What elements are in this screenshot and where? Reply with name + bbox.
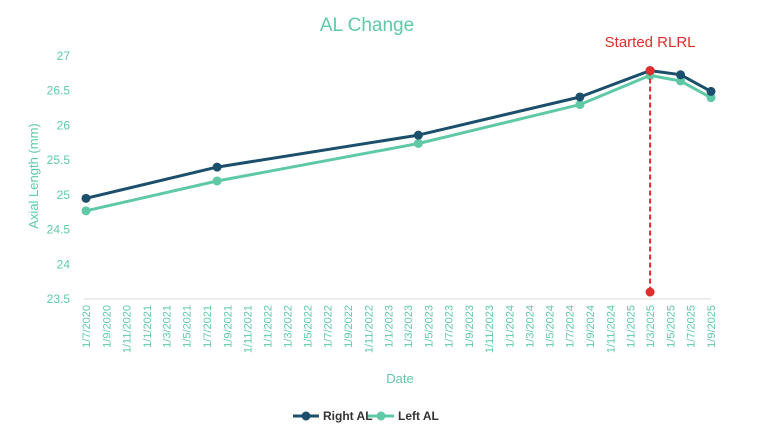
x-tick-label: 1/1/2021 [142, 305, 154, 348]
x-tick-label: 1/9/2025 [706, 305, 718, 348]
legend-label: Right AL [323, 409, 373, 423]
x-tick-label: 1/7/2024 [565, 305, 577, 348]
x-tick-label: 1/3/2023 [403, 305, 415, 348]
x-tick-label: 1/11/2022 [363, 305, 375, 353]
chart-title: AL Change [320, 15, 414, 36]
x-tick-label: 1/9/2023 [464, 305, 476, 348]
x-tick-label: 1/11/2024 [605, 305, 617, 353]
x-tick-label: 1/9/2024 [585, 305, 597, 348]
data-point [676, 70, 686, 80]
legend-swatch-marker [301, 411, 311, 421]
x-tick-label: 1/9/2020 [102, 305, 114, 348]
x-tick-label: 1/5/2021 [182, 305, 194, 348]
data-point [212, 162, 222, 172]
series-layer [81, 66, 716, 216]
x-tick-label: 1/3/2022 [282, 305, 294, 348]
x-tick-label: 1/7/2023 [443, 305, 455, 348]
legend-swatch-marker [376, 411, 386, 421]
x-tick-label: 1/9/2021 [222, 305, 234, 348]
x-tick-label: 1/3/2025 [645, 305, 657, 348]
x-tick-label: 1/3/2021 [161, 305, 173, 348]
x-tick-label: 1/7/2021 [202, 305, 214, 348]
data-point [413, 130, 423, 140]
annotation-top-marker [645, 66, 655, 76]
data-point [575, 92, 585, 102]
annotation-layer: Started RLRL [605, 34, 696, 297]
data-point [706, 86, 716, 96]
y-tick-label: 25.5 [47, 153, 71, 167]
data-point [706, 93, 716, 103]
x-axis-ticks: 1/7/2020 1/9/2020 1/11/2020 1/1/2021 1/3/202… [81, 305, 718, 353]
x-tick-label: 1/1/2023 [384, 305, 396, 348]
x-axis-label: Date [386, 371, 413, 386]
y-tick-label: 24 [57, 257, 71, 271]
y-tick-label: 24.5 [47, 223, 71, 237]
x-tick-label: 1/11/2021 [243, 305, 255, 353]
y-axis-ticks: 23.5 24 24.5 25 25.5 26 26.5 27 [47, 49, 71, 306]
x-tick-label: 1/7/2022 [323, 305, 335, 348]
data-point [81, 206, 91, 216]
y-tick-label: 23.5 [47, 292, 71, 306]
data-point [413, 138, 423, 148]
x-tick-label: 1/11/2023 [484, 305, 496, 353]
x-tick-label: 1/5/2025 [665, 305, 677, 348]
data-point [81, 193, 91, 203]
x-tick-label: 1/5/2022 [302, 305, 314, 348]
annotation-label: Started RLRL [605, 34, 696, 51]
x-tick-label: 1/7/2020 [81, 305, 93, 348]
data-point [575, 100, 585, 110]
annotation-bottom-marker [645, 287, 655, 297]
y-tick-label: 27 [57, 49, 71, 63]
y-axis-label: Axial Length (mm) [26, 123, 41, 228]
data-point [676, 76, 686, 86]
x-tick-label: 1/7/2025 [685, 305, 697, 348]
legend: Right AL Left AL [293, 409, 439, 423]
y-tick-label: 25 [57, 188, 71, 202]
x-tick-label: 1/5/2023 [423, 305, 435, 348]
data-point [212, 176, 222, 186]
series-line [84, 73, 713, 213]
x-tick-label: 1/9/2022 [343, 305, 355, 348]
legend-label: Left AL [398, 409, 439, 423]
x-tick-label: 1/1/2022 [263, 305, 275, 348]
x-tick-label: 1/5/2024 [544, 305, 556, 348]
x-tick-label: 1/11/2020 [122, 305, 134, 353]
x-tick-label: 1/3/2024 [524, 305, 536, 348]
x-tick-label: 1/1/2024 [504, 305, 516, 348]
y-tick-label: 26.5 [47, 84, 71, 98]
x-tick-label: 1/1/2025 [626, 305, 638, 348]
y-tick-label: 26 [57, 118, 71, 132]
